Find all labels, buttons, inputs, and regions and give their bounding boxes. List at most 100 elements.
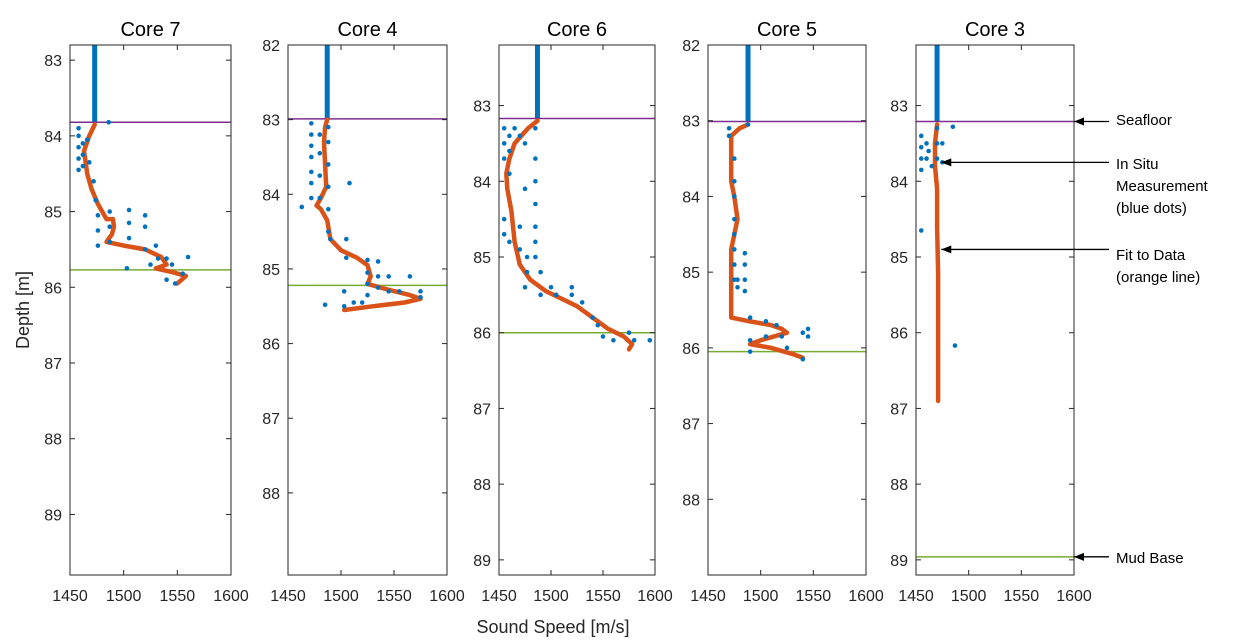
fit-line xyxy=(314,117,423,313)
axes-box xyxy=(69,44,232,576)
y-tick-label: 85 xyxy=(44,205,62,222)
plot-area xyxy=(499,45,655,352)
measurement-point xyxy=(600,334,606,339)
measurement-point xyxy=(934,125,940,131)
measurement-point xyxy=(107,209,113,214)
measurement-point xyxy=(375,259,381,264)
measurement-point xyxy=(732,216,737,222)
panel-core-5: Core 5 1450 1500 1550 1600 82 83 84 85 86 87 88 xyxy=(682,19,884,605)
measurement-point xyxy=(317,173,323,178)
measurement-point xyxy=(800,330,806,336)
measurement-point xyxy=(735,277,740,283)
measurement-point xyxy=(918,133,924,139)
measurement-point xyxy=(180,271,185,276)
x-tick-label: 1450 xyxy=(898,588,934,605)
measurement-point xyxy=(524,254,530,260)
measurement-point xyxy=(742,277,748,283)
y-tick-label: 88 xyxy=(890,477,908,494)
measurement-point xyxy=(512,125,517,131)
measurement-point xyxy=(501,125,507,131)
measurement-point xyxy=(76,167,81,173)
y-tick-label: 84 xyxy=(682,189,700,206)
fit-line xyxy=(728,122,806,360)
y-tick-label: 82 xyxy=(682,38,700,55)
y-tick-label: 88 xyxy=(262,486,280,503)
measurement-point xyxy=(407,274,413,279)
y-tick-label: 88 xyxy=(682,492,700,509)
y-tick-label: 87 xyxy=(44,356,62,373)
measurement-point xyxy=(185,254,191,260)
measurement-point xyxy=(595,322,601,328)
fit-line xyxy=(81,122,189,286)
measurement-point xyxy=(153,243,159,248)
measurement-point xyxy=(918,228,924,233)
measurement-point xyxy=(365,292,370,298)
annotation-fit-to-data: Fit to Data (orange line) xyxy=(941,245,1200,286)
measurement-point xyxy=(309,154,314,160)
panel-background xyxy=(288,45,447,575)
measurement-point xyxy=(590,315,595,320)
annotation-text: Seafloor xyxy=(1116,112,1172,129)
measurement-point xyxy=(517,133,523,139)
measurement-point xyxy=(309,169,314,175)
measurement-point xyxy=(522,284,528,290)
panel-title: Core 3 xyxy=(965,19,1025,41)
y-tick-label: 84 xyxy=(262,187,280,204)
measurement-point xyxy=(325,124,331,130)
y-tick-label: 86 xyxy=(890,326,908,343)
measurement-point xyxy=(524,269,530,275)
panel-title: Core 6 xyxy=(547,19,607,41)
panel-background xyxy=(70,45,231,575)
panel-background xyxy=(916,45,1074,575)
measurement-point xyxy=(517,224,523,230)
y-tick-label: 86 xyxy=(262,337,280,354)
measurement-point xyxy=(80,163,86,169)
measurement-point xyxy=(397,289,402,294)
measurement-point xyxy=(747,315,753,320)
measurement-point xyxy=(309,180,314,186)
measurement-point xyxy=(325,229,331,234)
y-tick-label: 85 xyxy=(473,250,491,267)
measurement-point xyxy=(325,184,331,190)
measurement-point xyxy=(309,143,314,149)
measurement-point xyxy=(952,343,958,348)
measurement-point xyxy=(80,141,86,146)
x-tick-label: 1450 xyxy=(481,588,517,605)
measurement-point xyxy=(538,269,543,275)
measurement-point xyxy=(107,224,113,230)
measurement-point xyxy=(732,277,737,283)
annotation-seafloor: Seafloor xyxy=(1074,112,1172,129)
x-tick-label: 1550 xyxy=(585,588,621,605)
x-tick-label: 1600 xyxy=(848,588,884,605)
y-tick-label: 84 xyxy=(890,174,908,191)
annotation-text: Fit to Data xyxy=(1116,247,1186,264)
panel-background xyxy=(499,45,655,575)
measurement-point xyxy=(742,262,748,267)
annotation-text: Measurement xyxy=(1116,178,1209,195)
measurement-point xyxy=(359,300,365,305)
x-tick-label: 1550 xyxy=(1004,588,1040,605)
x-tick-label: 1450 xyxy=(270,588,306,605)
measurement-point xyxy=(365,281,370,287)
y-tick-label: 87 xyxy=(262,411,280,428)
x-tick-label: 1600 xyxy=(213,588,249,605)
measurement-point xyxy=(172,281,178,286)
measurement-point xyxy=(341,303,347,309)
measurement-point xyxy=(142,213,148,218)
measurement-point xyxy=(107,239,113,245)
measurement-point xyxy=(507,148,512,154)
measurement-point xyxy=(742,250,748,256)
measurement-point xyxy=(344,255,349,261)
measurement-point xyxy=(351,300,357,305)
measurement-point xyxy=(533,254,538,260)
measurement-point xyxy=(569,284,575,290)
y-tick-label: 88 xyxy=(44,432,62,449)
annotation-text: (orange line) xyxy=(1116,269,1200,286)
measurement-point xyxy=(522,186,528,192)
annotation-text: Mud Base xyxy=(1116,550,1184,567)
x-tick-label: 1550 xyxy=(160,588,196,605)
measurement-point xyxy=(106,119,111,125)
measurement-point xyxy=(918,144,924,150)
measurement-point xyxy=(501,156,507,161)
measurement-point xyxy=(325,162,331,167)
